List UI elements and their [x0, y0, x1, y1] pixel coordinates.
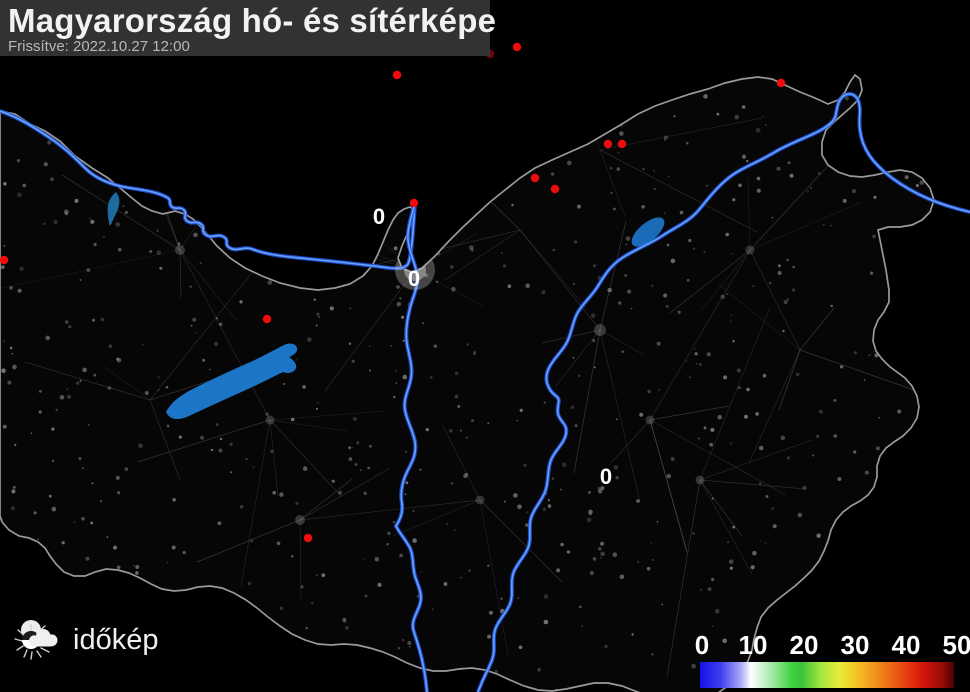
svg-text:0: 0	[408, 266, 420, 291]
svg-text:0: 0	[373, 204, 385, 229]
svg-text:0: 0	[600, 464, 612, 489]
